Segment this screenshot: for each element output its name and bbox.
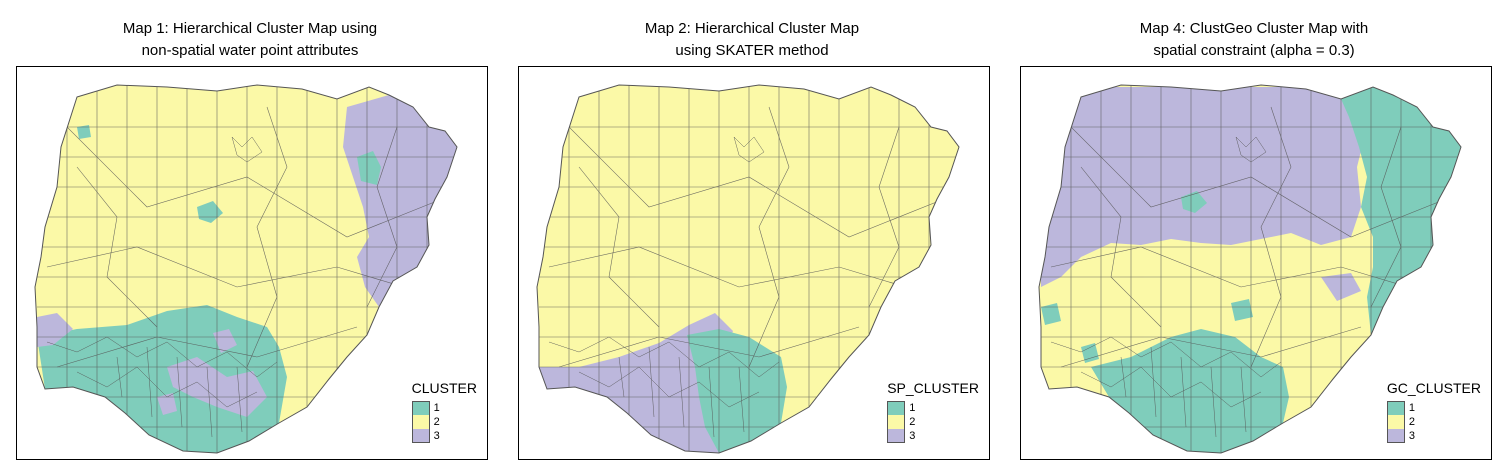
cluster-1-region <box>357 151 381 185</box>
cluster-1-region <box>197 201 223 223</box>
legend-swatch <box>1386 401 1405 415</box>
map-frame: CLUSTER 1 2 3 <box>16 66 488 460</box>
map-title-line-2: non-spatial water point attributes <box>141 42 359 59</box>
legend-item: 3 <box>1386 429 1481 443</box>
map-legend: GC_CLUSTER 1 2 3 <box>1386 380 1481 443</box>
legend-item: 2 <box>887 415 979 429</box>
legend-label: 2 <box>909 416 916 428</box>
legend-item: 1 <box>1386 401 1481 415</box>
legend-label: 3 <box>433 430 440 442</box>
legend-item: 2 <box>411 415 477 429</box>
map-frame: GC_CLUSTER 1 2 3 <box>1020 66 1492 460</box>
map-legend: CLUSTER 1 2 3 <box>411 380 477 443</box>
nigeria-map <box>34 84 458 454</box>
cluster-3-region <box>539 313 733 453</box>
legend-swatch <box>411 415 430 429</box>
map-panel-3: Map 4: ClustGeo Cluster Map with spatial… <box>1012 0 1496 475</box>
legend-swatch <box>411 401 430 415</box>
legend-label: 3 <box>909 430 916 442</box>
cluster-3-region <box>343 95 457 307</box>
map-title-line-2: using SKATER method <box>675 42 829 59</box>
map-title: Map 2: Hierarchical Cluster Map using SK… <box>510 18 994 62</box>
legend-label: 2 <box>433 416 440 428</box>
cluster-3-region <box>157 393 177 415</box>
map-panel-1: Map 1: Hierarchical Cluster Map using no… <box>8 0 492 475</box>
legend-swatch <box>887 401 906 415</box>
legend-item: 1 <box>411 401 477 415</box>
cluster-1-region <box>1091 329 1289 453</box>
map-frame: SP_CLUSTER 1 2 3 <box>518 66 990 460</box>
legend-label: 1 <box>1408 402 1415 414</box>
map-title-line-1: Map 1: Hierarchical Cluster Map using <box>122 20 378 37</box>
legend-label: 1 <box>909 402 916 414</box>
legend-swatch <box>411 429 430 443</box>
cluster-1-region <box>1181 191 1207 213</box>
legend-label: 3 <box>1408 430 1415 442</box>
legend-label: 2 <box>1408 416 1415 428</box>
nigeria-map <box>536 84 960 454</box>
legend-item: 3 <box>411 429 477 443</box>
cluster-1-region <box>77 125 91 139</box>
legend-title: GC_CLUSTER <box>1386 380 1481 396</box>
cluster-1-region <box>1041 303 1061 325</box>
legend-swatch <box>887 415 906 429</box>
legend-title: CLUSTER <box>411 380 477 396</box>
nigeria-map <box>1038 84 1462 454</box>
legend-swatch <box>887 429 906 443</box>
map-title-line-2: spatial constraint (alpha = 0.3) <box>1153 42 1355 59</box>
cluster-1-region <box>1231 299 1253 321</box>
map-title-line-1: Map 2: Hierarchical Cluster Map <box>644 20 860 37</box>
cluster-1-region <box>1081 343 1099 363</box>
cluster-3-region <box>213 329 237 353</box>
legend-swatch <box>1386 415 1405 429</box>
cluster-3-region <box>37 313 73 347</box>
map-title: Map 4: ClustGeo Cluster Map with spatial… <box>1012 18 1496 62</box>
legend-label: 1 <box>433 402 440 414</box>
map-legend: SP_CLUSTER 1 2 3 <box>887 380 979 443</box>
map-panel-2: Map 2: Hierarchical Cluster Map using SK… <box>510 0 994 475</box>
legend-item: 1 <box>887 401 979 415</box>
legend-item: 2 <box>1386 415 1481 429</box>
map-title-line-1: Map 4: ClustGeo Cluster Map with <box>1139 20 1369 37</box>
map-title: Map 1: Hierarchical Cluster Map using no… <box>8 18 492 62</box>
cluster-1-region <box>687 329 787 453</box>
legend-item: 3 <box>887 429 979 443</box>
legend-swatch <box>1386 429 1405 443</box>
legend-title: SP_CLUSTER <box>887 380 979 396</box>
